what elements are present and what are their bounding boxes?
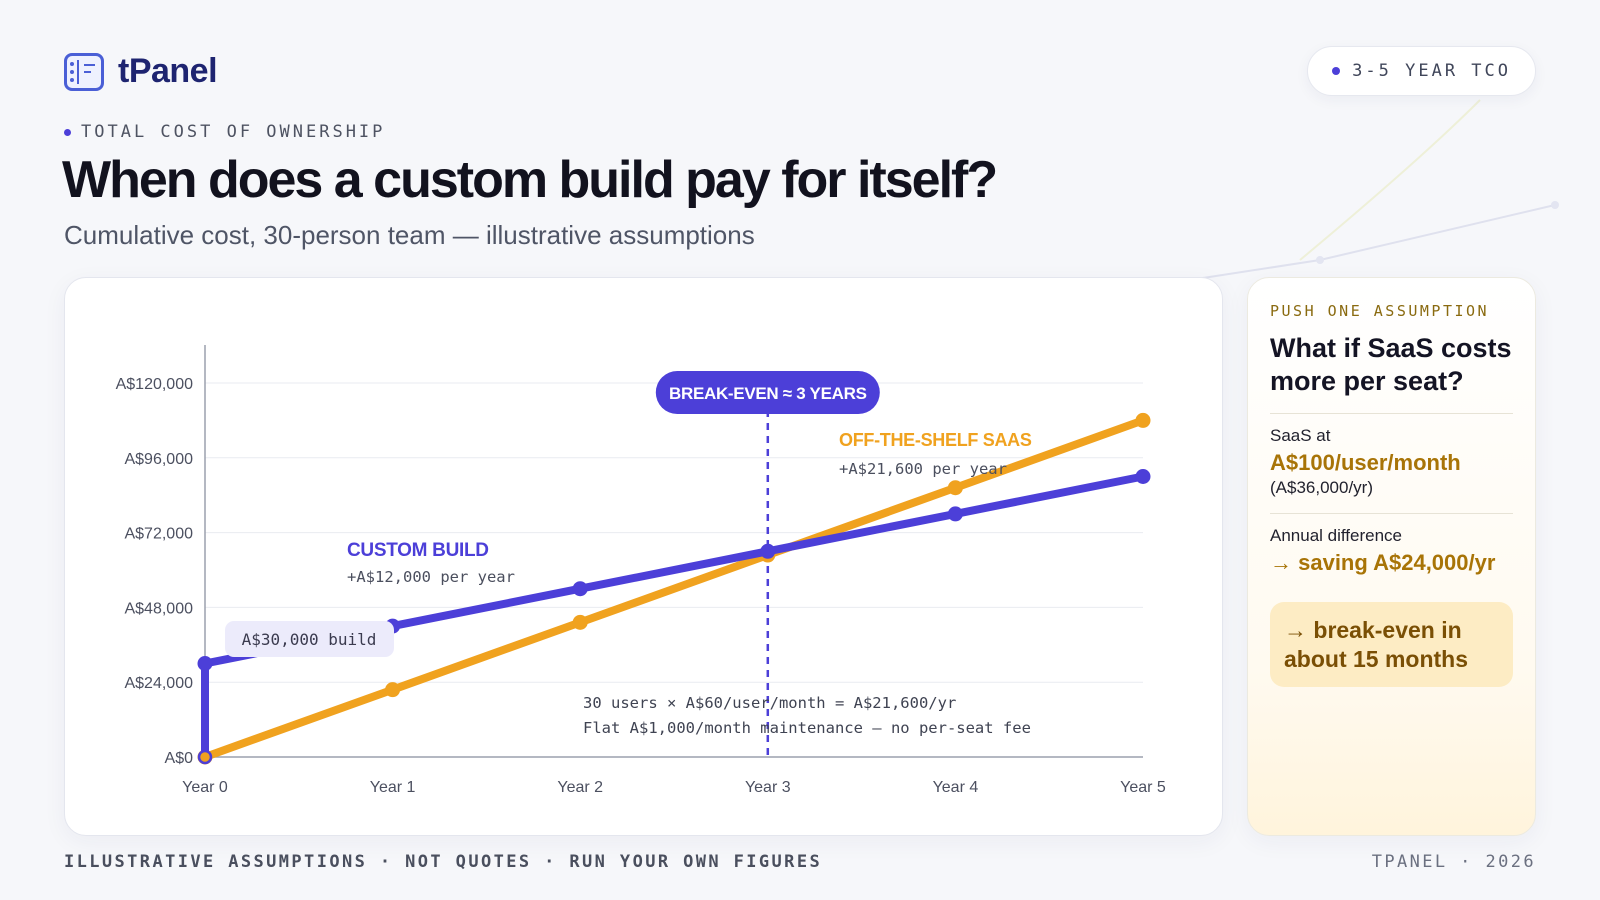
chart-card: A$0 A$24,000 A$48,000 A$72,000 A$96,000 A$120…	[64, 277, 1223, 836]
assumption-title: What if SaaS costs more per seat?	[1270, 333, 1512, 396]
eyebrow-label: TOTAL COST OF OWNERSHIP	[81, 122, 386, 142]
y-tick-label: A$96,000	[124, 451, 193, 468]
data-point	[1135, 412, 1151, 428]
custom-series-name: CUSTOM BUILD	[347, 540, 489, 561]
assumption-card: PUSH ONE ASSUMPTION What if SaaS costs m…	[1247, 277, 1536, 836]
tco-range-badge: 3-5 YEAR TCO	[1307, 46, 1536, 96]
saas-series-name: OFF-THE-SHELF SAAS	[839, 430, 1032, 450]
data-point	[572, 614, 588, 630]
x-tick-label: Year 3	[745, 779, 791, 796]
series-line	[201, 472, 1147, 761]
build-cost-label: A$30,000 build	[242, 630, 377, 649]
divider	[1270, 412, 1513, 414]
tco-range-label: 3-5 YEAR TCO	[1352, 61, 1511, 81]
saas-price-value: A$100/user/month	[1270, 449, 1461, 475]
chart-series	[197, 412, 1151, 765]
data-point	[760, 543, 776, 559]
x-tick-label: Year 0	[182, 779, 228, 796]
y-tick-label: A$0	[165, 750, 194, 767]
chart-labels: A$30,000 build CUSTOM BUILD +A$12,000 per …	[225, 430, 1032, 737]
page-title: When does a custom build pay for itself?	[62, 151, 998, 209]
data-point	[385, 682, 401, 698]
custom-assumption-note: Flat A$1,000/month maintenance — no per-…	[583, 719, 1031, 737]
annual-difference-value: → saving A$24,000/yr	[1270, 549, 1496, 575]
y-tick-label: A$48,000	[124, 600, 193, 617]
saas-assumption-note: 30 users × A$60/user/month = A$21,600/yr	[583, 694, 956, 712]
x-tick-label: Year 4	[933, 779, 979, 796]
footer-disclaimer: ILLUSTRATIVE ASSUMPTIONS · NOT QUOTES · …	[64, 852, 823, 872]
footer-credit: TPANEL · 2026	[1371, 852, 1536, 872]
x-tick-label: Year 2	[557, 779, 603, 796]
divider	[1270, 512, 1513, 514]
panel-logo-icon	[64, 52, 104, 91]
y-tick-label: A$72,000	[124, 526, 193, 543]
data-point	[1135, 469, 1151, 484]
brand[interactable]: tPanel	[64, 52, 218, 91]
cost-chart: A$0 A$24,000 A$48,000 A$72,000 A$96,000 A$120…	[116, 345, 1166, 796]
bullet-icon	[1332, 67, 1341, 75]
custom-series-rate: +A$12,000 per year	[347, 568, 515, 586]
series-line	[201, 416, 1147, 761]
data-point	[572, 581, 588, 597]
break-even-marker: BREAK-EVEN ≈ 3 YEARS	[655, 371, 880, 757]
build-cost-chip: A$30,000 build	[225, 621, 394, 657]
y-axis-ticks: A$0 A$24,000 A$48,000 A$72,000 A$96,000 A$120…	[116, 376, 194, 767]
x-tick-label: Year 5	[1120, 779, 1166, 796]
data-point	[947, 506, 963, 522]
break-even-callout: → break-even in about 15 months	[1270, 601, 1513, 688]
eyebrow: TOTAL COST OF OWNERSHIP	[64, 122, 385, 142]
bullet-icon	[64, 128, 71, 136]
saas-annual-note: (A$36,000/yr)	[1270, 477, 1373, 497]
y-tick-label: A$120,000	[116, 376, 194, 393]
break-even-badge	[655, 371, 880, 414]
page-subtitle: Cumulative cost, 30-person team — illust…	[64, 220, 755, 250]
data-point	[197, 656, 213, 671]
origin-point	[197, 749, 213, 765]
annual-difference-label: Annual difference	[1270, 525, 1403, 545]
x-axis-ticks: Year 0 Year 1 Year 2 Year 3 Year 4 Year 5	[182, 779, 1166, 796]
assumption-eyebrow: PUSH ONE ASSUMPTION	[1270, 302, 1490, 320]
x-tick-label: Year 1	[370, 779, 416, 796]
saas-price-label: SaaS at	[1270, 425, 1331, 445]
break-even-label: BREAK-EVEN ≈ 3 YEARS	[669, 384, 867, 403]
data-point	[947, 480, 963, 496]
y-tick-label: A$24,000	[124, 675, 193, 692]
brand-name: tPanel	[118, 52, 218, 90]
build-cost-chip-bg	[225, 621, 394, 657]
saas-series-rate: +A$21,600 per year	[839, 460, 1007, 478]
